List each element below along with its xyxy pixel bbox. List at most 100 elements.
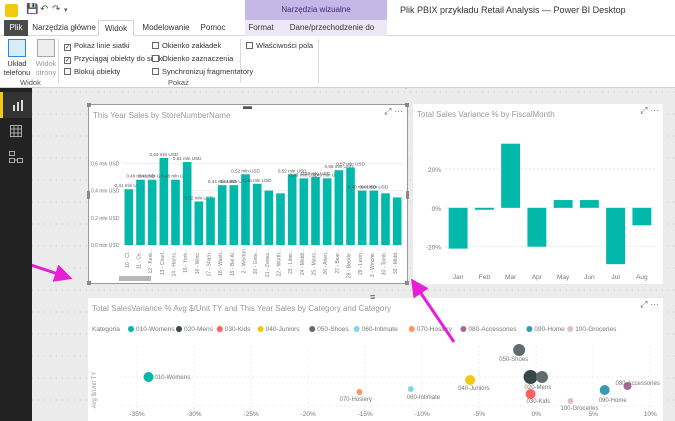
scatter-point: [143, 372, 154, 382]
x-tick-label: 13 - Charl...: [160, 249, 166, 275]
bar: [579, 200, 599, 208]
data-view-button[interactable]: [0, 118, 32, 144]
context-group-visual-tools: Narzędzia wizualne: [245, 0, 387, 20]
drag-grip-icon[interactable]: ≡: [370, 292, 376, 302]
data-label: 0,48 mln USD: [138, 174, 167, 179]
bar: [264, 190, 274, 245]
undo-icon[interactable]: ↶: [40, 4, 49, 15]
visual-header-icons: ⤢ ⋯: [384, 106, 403, 117]
page-view-button[interactable]: Widok strony: [32, 39, 60, 77]
show-group-label: Pokaż: [168, 78, 189, 87]
focus-mode-icon[interactable]: ⤢: [640, 299, 648, 309]
focus-mode-icon[interactable]: ⤢: [384, 106, 392, 116]
more-options-icon[interactable]: ⋯: [649, 299, 659, 309]
visual-header-icons: ⤢ ⋯: [640, 299, 659, 310]
bar: [241, 174, 250, 245]
tab-help[interactable]: Pomoc: [200, 23, 226, 32]
bar-chart-icon: [12, 100, 23, 111]
data-label: 0,52 mln USD: [231, 168, 260, 173]
y-tick-label: 0,4 mln USD: [91, 189, 120, 195]
y-tick-label: 0,6 mln USD: [91, 161, 120, 167]
redo-icon[interactable]: ↷: [52, 4, 61, 15]
tab-view[interactable]: Widok: [98, 20, 134, 36]
y-tick-label: 0%: [432, 206, 442, 213]
legend-marker: [216, 326, 223, 332]
model-view-button[interactable]: [0, 144, 32, 170]
resize-handle[interactable]: [87, 103, 91, 107]
horizontal-scrollbar[interactable]: [119, 276, 151, 281]
x-tick-label: 28 - Beckle...: [347, 249, 353, 278]
resize-handle[interactable]: [406, 191, 409, 199]
bar: [206, 197, 215, 245]
data-label: 0,44 mln USD: [208, 179, 237, 184]
quick-access-dropdown-icon[interactable]: ▾: [64, 7, 68, 14]
ribbon-divider: [58, 39, 59, 83]
tab-home[interactable]: Narzędzia główne: [32, 23, 96, 32]
resize-handle[interactable]: [405, 281, 409, 285]
show-gridlines-checkbox[interactable]: ✓ Pokaż linie siatki: [64, 41, 130, 51]
lock-objects-checkbox[interactable]: Blokuj obiekty: [64, 67, 120, 76]
x-tick-label: 0%: [532, 411, 542, 418]
legend-item: 080-Accessories: [468, 326, 517, 333]
tab-file[interactable]: Plik: [4, 20, 28, 36]
data-label: 0,57 mln USD: [336, 161, 365, 166]
bar: [159, 157, 169, 245]
bar-chart-months: 20% 0% -20% Jan Feb Mar Apr May Jun Jul Aug: [426, 143, 655, 281]
visual-category-scatter[interactable]: Total SalesVariance % Avg $/Unit TY and …: [88, 292, 663, 421]
tab-modeling[interactable]: Modelowanie: [142, 23, 190, 32]
checkbox-unchecked-icon: [152, 55, 159, 62]
point-label: 090-Home: [599, 398, 628, 404]
scatter-point: [356, 389, 363, 395]
checkbox-unchecked-icon: [246, 42, 253, 49]
visual-variance-by-month[interactable]: Total Sales Variance % by FiscalMonth ⤢ …: [413, 104, 663, 284]
legend-marker: [567, 326, 574, 332]
legend-item: 010-Womens: [136, 326, 175, 333]
data-label: 0,64 mln USD: [150, 152, 179, 157]
scatter-point: [623, 382, 632, 390]
phone-layout-icon: [8, 39, 26, 57]
bar: [357, 190, 367, 245]
sync-slicers-checkbox[interactable]: Synchronizuj fragmentatory: [152, 67, 253, 76]
x-tick-label: 20 - Gree...: [253, 249, 259, 274]
field-properties-checkbox[interactable]: Właściwości pola: [246, 41, 313, 50]
checkbox-unchecked-icon: [152, 42, 159, 49]
data-label: 0,48 mln USD: [161, 174, 190, 179]
data-label: 0,61 mln USD: [173, 156, 202, 161]
phone-layout-button[interactable]: Układ telefonu: [2, 39, 32, 77]
scatter-point: [513, 344, 526, 356]
title-bar: 💾 ↶ ↷ ▾ Narzędzia wizualne Plik PBIX prz…: [0, 0, 675, 20]
bar: [276, 193, 285, 245]
resize-handle[interactable]: [87, 191, 90, 199]
x-tick-label: May: [557, 274, 570, 281]
point-label: 030-Kids: [527, 399, 551, 405]
more-options-icon[interactable]: ⋯: [393, 106, 403, 116]
resize-handle[interactable]: [87, 281, 91, 285]
x-tick-label: 24 - Middl...: [300, 249, 306, 275]
drag-grip-icon[interactable]: ▬: [243, 101, 252, 111]
x-tick-label: 30 - Tomb...: [382, 249, 388, 275]
tab-format[interactable]: Format: [245, 20, 277, 36]
data-label: 0,49 mln USD: [313, 172, 342, 177]
data-label: 0,49 mln USD: [290, 172, 319, 177]
ribbon-tabs: Plik Narzędzia główne Widok Modelowanie …: [0, 20, 675, 47]
bookmarks-pane-checkbox[interactable]: Okienko zakładek: [152, 41, 221, 50]
report-view-button[interactable]: [0, 92, 32, 118]
bar-chart-stores: 0,6 mln USD 0,4 mln USD 0,2 mln USD 0,0 mln…: [91, 152, 403, 278]
resize-handle[interactable]: [405, 103, 409, 107]
checkbox-checked-icon: ✓: [64, 57, 71, 64]
focus-mode-icon[interactable]: ⤢: [640, 105, 648, 115]
more-options-icon[interactable]: ⋯: [649, 105, 659, 115]
visual-sales-by-store[interactable]: This Year Sales by StoreNumberName ⤢ ⋯ ▬…: [87, 101, 409, 285]
save-icon[interactable]: 💾: [26, 4, 39, 15]
report-canvas[interactable]: This Year Sales by StoreNumberName ⤢ ⋯ ▬…: [32, 88, 675, 421]
x-tick-label: Aug: [636, 274, 648, 281]
snap-to-grid-checkbox[interactable]: ✓ Przyciągaj obiekty do siatki: [64, 54, 165, 64]
x-tick-label: 32 - Midd...: [393, 249, 399, 274]
bar: [369, 190, 379, 245]
selection-pane-checkbox[interactable]: Okienko zaznaczenia: [152, 54, 233, 63]
point-label: 100-Groceries: [560, 406, 598, 412]
tab-data-drill[interactable]: Dane/przechodzenie do szczegółów: [277, 20, 387, 47]
legend-item: 030-Kids: [225, 326, 251, 333]
point-label: 040-Juniors: [458, 386, 489, 392]
x-tick-label: 19 - Bel Ai...: [230, 249, 236, 276]
